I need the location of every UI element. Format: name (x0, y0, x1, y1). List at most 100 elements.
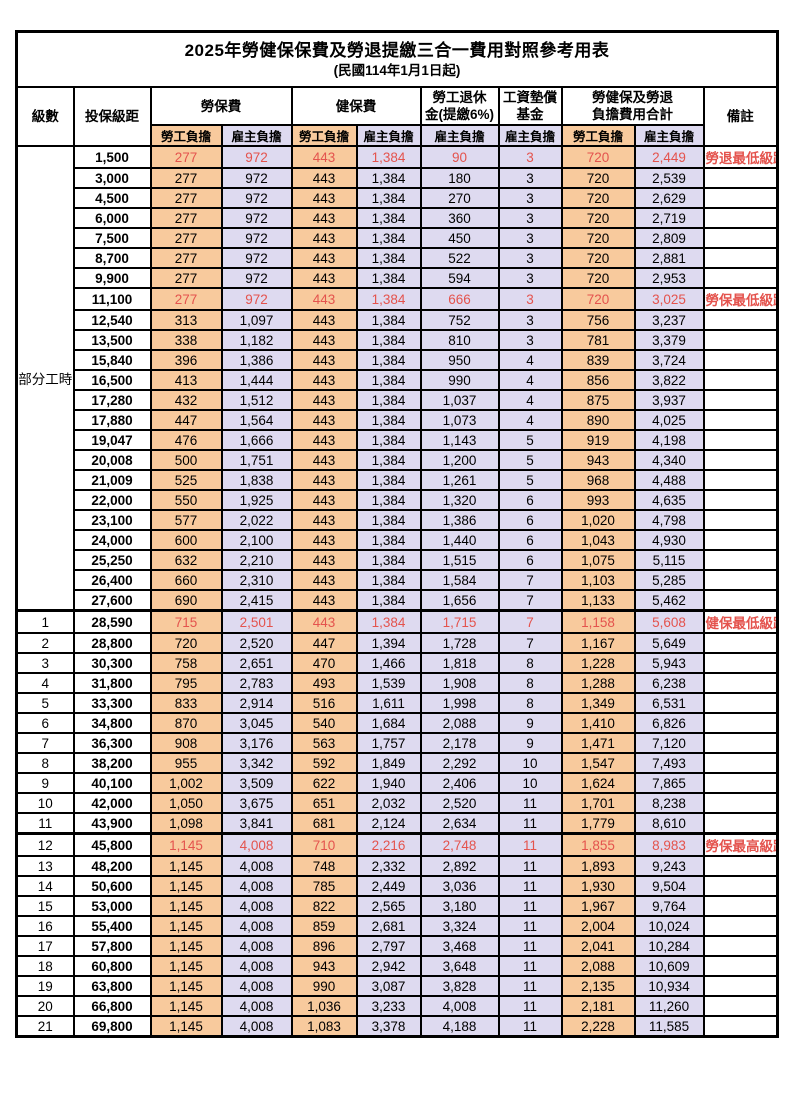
remark-cell (702, 875, 779, 897)
value-cell: 8 (497, 672, 563, 694)
value-cell: 720 (560, 187, 636, 209)
subheader-total-employer: 雇主負擔 (633, 124, 705, 147)
value-cell: 972 (220, 187, 293, 209)
col-header-pension: 勞工退休 金(提繳6%) (419, 86, 500, 126)
table-row: 10 42,000 1,050 3,675 651 2,032 2,520 11 1,701 8,… (15, 792, 779, 814)
value-cell: 1,386 (220, 349, 293, 371)
value-cell: 5 (497, 429, 563, 451)
value-cell: 1,925 (220, 489, 293, 511)
value-cell: 3,233 (355, 995, 422, 1017)
table-row: 12 45,800 1,145 4,008 710 2,216 2,748 11 1,855 8,… (15, 832, 779, 857)
remark-cell (702, 855, 779, 877)
value-cell: 3 (497, 287, 563, 311)
table-row: 24,000 600 2,100 443 1,384 1,440 6 1,043 4,930 (17, 529, 779, 551)
value-cell: 4,008 (220, 895, 293, 917)
value-cell: 3,724 (633, 349, 705, 371)
value-cell: 277 (149, 267, 223, 289)
value-cell: 277 (149, 145, 223, 169)
value-cell: 443 (290, 529, 358, 551)
value-cell: 2,178 (419, 732, 500, 754)
value-cell: 4 (497, 369, 563, 391)
value-cell: 752 (419, 309, 500, 331)
value-cell: 972 (220, 167, 293, 189)
value-cell: 1,145 (149, 855, 223, 877)
value-cell: 443 (290, 227, 358, 249)
value-cell: 2,783 (220, 672, 293, 694)
value-cell: 9,504 (633, 875, 705, 897)
value-cell: 2,719 (633, 207, 705, 229)
value-cell: 833 (149, 692, 223, 714)
value-cell: 3,509 (220, 772, 293, 794)
value-cell: 443 (290, 589, 358, 612)
value-cell: 2,310 (220, 569, 293, 591)
value-cell: 2,210 (220, 549, 293, 571)
table-row: 20 66,800 1,145 4,008 1,036 3,233 4,008 11 2,181… (15, 995, 779, 1017)
bracket-cell: 9,900 (72, 267, 152, 289)
bracket-cell: 30,300 (72, 652, 152, 674)
table-row: 22,000 550 1,925 443 1,384 1,320 6 993 4,635 (17, 489, 779, 511)
remark-cell (702, 975, 779, 997)
value-cell: 2,629 (633, 187, 705, 209)
value-cell: 180 (419, 167, 500, 189)
level-cell: 6 (15, 712, 75, 734)
value-cell: 3,828 (419, 975, 500, 997)
remark-cell (702, 429, 779, 451)
value-cell: 1,386 (419, 509, 500, 531)
value-cell: 785 (290, 875, 358, 897)
bracket-cell: 16,500 (72, 369, 152, 391)
bracket-cell: 20,008 (72, 449, 152, 471)
value-cell: 660 (149, 569, 223, 591)
bracket-cell: 57,800 (72, 935, 152, 957)
remark-cell: 勞退最低級距 (702, 145, 779, 169)
value-cell: 11 (497, 832, 563, 857)
value-cell: 11 (497, 855, 563, 877)
value-cell: 516 (290, 692, 358, 714)
bracket-cell: 21,009 (72, 469, 152, 491)
value-cell: 11 (497, 812, 563, 835)
value-cell: 4,488 (633, 469, 705, 491)
value-cell: 443 (290, 429, 358, 451)
value-cell: 550 (149, 489, 223, 511)
value-cell: 1,145 (149, 935, 223, 957)
value-cell: 470 (290, 652, 358, 674)
value-cell: 3,675 (220, 792, 293, 814)
value-cell: 4,188 (419, 1015, 500, 1038)
level-cell: 14 (15, 875, 75, 897)
value-cell: 443 (290, 329, 358, 351)
table-row: 8 38,200 955 3,342 592 1,849 2,292 10 1,547 7,493 (15, 752, 779, 774)
table-row: 5 33,300 833 2,914 516 1,611 1,998 8 1,349 6,531 (15, 692, 779, 714)
value-cell: 476 (149, 429, 223, 451)
value-cell: 7 (497, 609, 563, 634)
value-cell: 1,384 (355, 309, 422, 331)
value-cell: 1,444 (220, 369, 293, 391)
value-cell: 594 (419, 267, 500, 289)
value-cell: 1,751 (220, 449, 293, 471)
value-cell: 4,008 (220, 915, 293, 937)
value-cell: 2,216 (355, 832, 422, 857)
title-row: 2025年勞健保保費及勞退提繳三合一費用對照參考用表 (民國114年1月1日起) (15, 30, 779, 88)
value-cell: 2,135 (560, 975, 636, 997)
bracket-cell: 69,800 (72, 1015, 152, 1038)
value-cell: 277 (149, 187, 223, 209)
value-cell: 870 (149, 712, 223, 734)
header-sub-row: 勞工負擔 雇主負擔 勞工負擔 雇主負擔 雇主負擔 雇主負擔 勞工負擔 雇主負擔 (17, 124, 778, 147)
value-cell: 632 (149, 549, 223, 571)
value-cell: 5 (497, 449, 563, 471)
value-cell: 1,384 (355, 389, 422, 411)
bracket-cell: 8,700 (72, 247, 152, 269)
value-cell: 720 (560, 167, 636, 189)
remark-cell (702, 772, 779, 794)
value-cell: 8 (497, 692, 563, 714)
table-row: 14 50,600 1,145 4,008 785 2,449 3,036 11 1,930 9,… (15, 875, 779, 897)
value-cell: 2,809 (633, 227, 705, 249)
remark-cell (702, 247, 779, 269)
remark-cell (702, 329, 779, 351)
subheader-total-worker: 勞工負擔 (560, 124, 636, 147)
value-cell: 396 (149, 349, 223, 371)
remark-cell (702, 732, 779, 754)
value-cell: 5,285 (633, 569, 705, 591)
value-cell: 563 (290, 732, 358, 754)
level-cell: 11 (15, 812, 75, 835)
value-cell: 1,384 (355, 469, 422, 491)
